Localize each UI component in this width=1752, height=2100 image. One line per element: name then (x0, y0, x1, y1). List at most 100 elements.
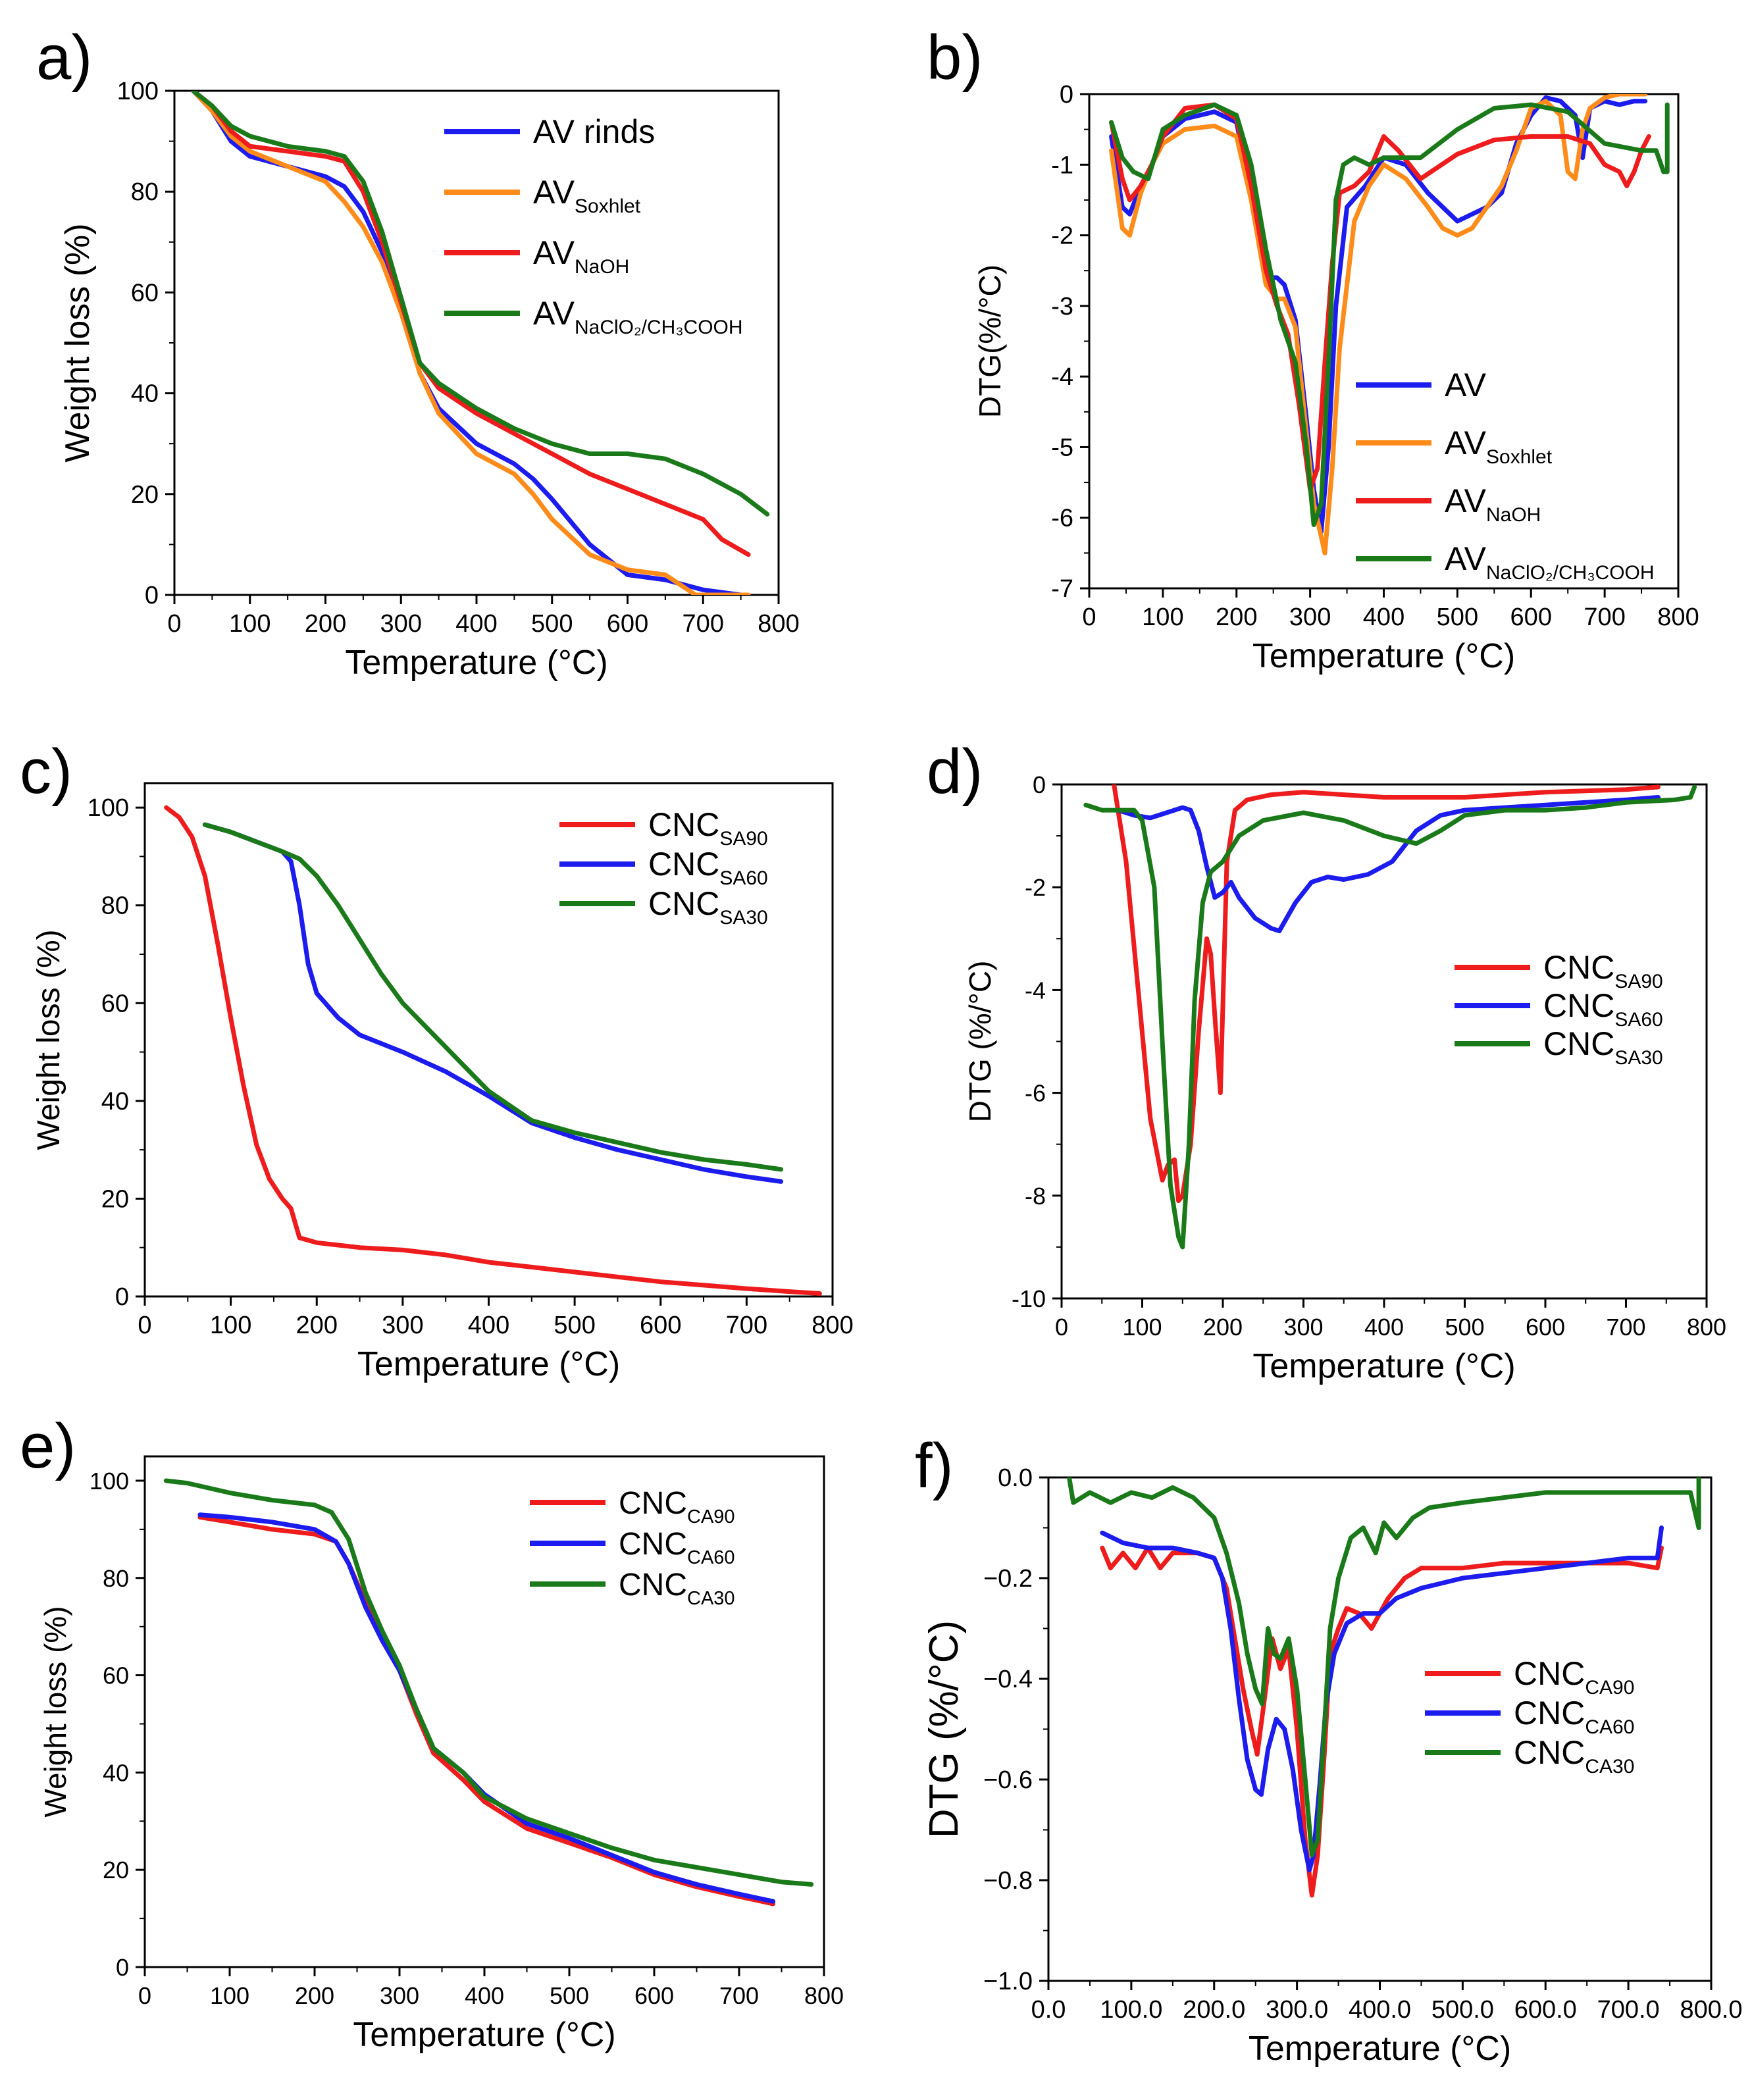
plot-frame (173, 90, 780, 596)
x-tick-label: 800 (1687, 1314, 1726, 1341)
x-tick-label: 300.0 (1266, 1996, 1328, 2024)
legend-label-subscript: NaOH (575, 256, 629, 278)
legend-label-base: AV (1445, 367, 1487, 403)
legend-label-subscript: NaClO₂/CH₃COOH (575, 317, 743, 338)
x-tick-label: 300 (382, 1312, 423, 1339)
x-tick-label: 200 (295, 1982, 334, 2009)
y-tick-label: −0.4 (983, 1666, 1033, 1693)
x-tick-label: 800 (758, 610, 799, 638)
series-line-cncca30 (163, 1478, 814, 1887)
series-line-cncca90 (1100, 1545, 1664, 1898)
chart-panel-c: c) 0 100 200 300 400 500 600 700 800 0 20 40 60 80 100 T… (20, 736, 854, 1383)
chart-panel-d: d) 0 100 200 300 400 500 600 700 800 -10 -8 -6 -4 -2 0 T… (927, 736, 1726, 1385)
legend-label: AV (1445, 367, 1487, 403)
legend-label-subscript: SA90 (719, 828, 767, 850)
y-tick-label: -6 (1025, 1080, 1046, 1107)
legend-label: AVNaOH (533, 234, 629, 278)
y-tick-label: 40 (131, 380, 159, 408)
y-tick-label: 0 (115, 1283, 129, 1311)
series-line-cncsa90 (1112, 784, 1661, 1204)
x-tick-label: 800 (812, 1312, 853, 1339)
x-tick-label: 100.0 (1100, 1996, 1162, 2024)
y-tick-label: −0.2 (983, 1565, 1033, 1593)
y-axis-label: Weight loss (%) (59, 223, 97, 462)
y-tick-label: 0 (145, 582, 159, 609)
y-tick-label: -8 (1025, 1183, 1046, 1210)
x-tick-label: 400 (465, 1982, 504, 2009)
chart-panel-f: f) 0.0 100.0 200.0 300.0 400.0 500.0 600.0 700.0… (915, 1431, 1743, 2068)
x-tick-label: 200.0 (1183, 1996, 1245, 2024)
legend-label: CNCCA60 (1514, 1695, 1634, 1738)
legend-label-subscript: CA90 (1585, 1677, 1634, 1699)
legend-label: AVNaClO₂/CH₃COOH (533, 295, 743, 338)
legend-label-base: AV (533, 234, 575, 271)
x-tick-label: 400 (1364, 1314, 1404, 1341)
chart-panel-e: e) 0 100 200 300 400 500 600 700 800 0 20 40 60 80 100 T… (20, 1411, 844, 2054)
legend-label-subscript: CA30 (687, 1588, 735, 1609)
y-tick-label: -1 (1051, 151, 1073, 179)
legend-label: CNCCA30 (619, 1568, 735, 1609)
legend-label-base: CNC (1514, 1734, 1585, 1771)
y-tick-label: -5 (1051, 434, 1073, 461)
legend-label: AVSoxhlet (1445, 424, 1553, 468)
x-tick-label: 600 (1526, 1314, 1565, 1341)
legend-label-base: AV (533, 295, 575, 332)
legend-label-subscript: NaClO₂/CH₃COOH (1486, 562, 1655, 584)
x-tick-label: 700 (726, 1312, 767, 1339)
legend-label: CNCSA60 (648, 846, 768, 889)
panel-label: e) (20, 1411, 76, 1481)
legend-label: CNCSA30 (648, 885, 768, 929)
legend-label-subscript: NaOH (1486, 504, 1541, 526)
x-tick-label: 0 (1082, 603, 1096, 631)
x-tick-label: 400 (1363, 603, 1404, 631)
y-tick-label: 0 (1033, 771, 1046, 798)
x-tick-label: 500 (1437, 603, 1478, 631)
legend-label-subscript: CA60 (1585, 1716, 1634, 1738)
y-tick-label: 40 (101, 1088, 129, 1115)
y-tick-label: 100 (88, 794, 129, 822)
y-axis-label: DTG (%/°C) (921, 1620, 967, 1838)
legend-label-subscript: SA60 (1614, 1009, 1662, 1031)
legend-label: CNCCA60 (619, 1527, 735, 1568)
x-tick-label: 100 (1122, 1314, 1162, 1341)
x-tick-label: 500 (1445, 1314, 1484, 1341)
x-tick-label: 300 (380, 610, 422, 638)
legend-label-base: CNC (1543, 949, 1614, 986)
y-tick-label: 100 (117, 78, 159, 105)
legend-label: AVNaClO₂/CH₃COOH (1445, 540, 1655, 584)
legend-label-base: CNC (648, 806, 719, 843)
legend-label: CNCCA30 (1514, 1734, 1634, 1778)
legend-label-base: CNC (1514, 1655, 1585, 1692)
y-tick-label: −1.0 (983, 1968, 1033, 1995)
y-tick-label: 60 (131, 279, 159, 307)
series-line-avnaclo2-ch3cooh (191, 91, 770, 517)
y-tick-label: -6 (1051, 505, 1073, 532)
y-tick-label: 0.0 (998, 1464, 1033, 1492)
x-tick-label: 700 (683, 610, 724, 638)
y-tick-label: 0 (1060, 81, 1073, 109)
panel-label: f) (915, 1431, 954, 1501)
x-tick-label: 400 (468, 1312, 509, 1339)
series-line-cncca30 (1067, 1477, 1701, 1858)
legend-label-base: CNC (1543, 987, 1614, 1024)
legend-label-base: AV (1445, 424, 1487, 461)
chart-panel-a: a) 0 100 200 300 400 500 600 700 800 0 20 40 60 80 100 T… (36, 22, 800, 682)
legend-label: CNCCA90 (619, 1486, 735, 1527)
legend-label-subscript: CA60 (687, 1547, 735, 1568)
x-tick-label: 200 (1203, 1314, 1243, 1341)
y-tick-label: 0 (116, 1954, 129, 1981)
y-axis-label: DTG(%/°C) (973, 265, 1007, 418)
x-tick-label: 300 (380, 1982, 419, 2009)
chart-panel-b: b) 0 100 200 300 400 500 600 700 800 -7 -6 -5 -4 -3 -2 -… (927, 22, 1699, 675)
legend-label-base: CNC (619, 1568, 687, 1602)
series-line-avsoxhlet (191, 91, 751, 595)
legend-label-subscript: SA90 (1614, 971, 1662, 992)
legend-label: CNCSA90 (648, 806, 768, 850)
legend-label-base: AV (1445, 482, 1487, 519)
legend-label-subscript: CA90 (687, 1506, 735, 1527)
y-tick-label: 100 (90, 1468, 129, 1495)
x-tick-label: 700 (719, 1982, 759, 2009)
